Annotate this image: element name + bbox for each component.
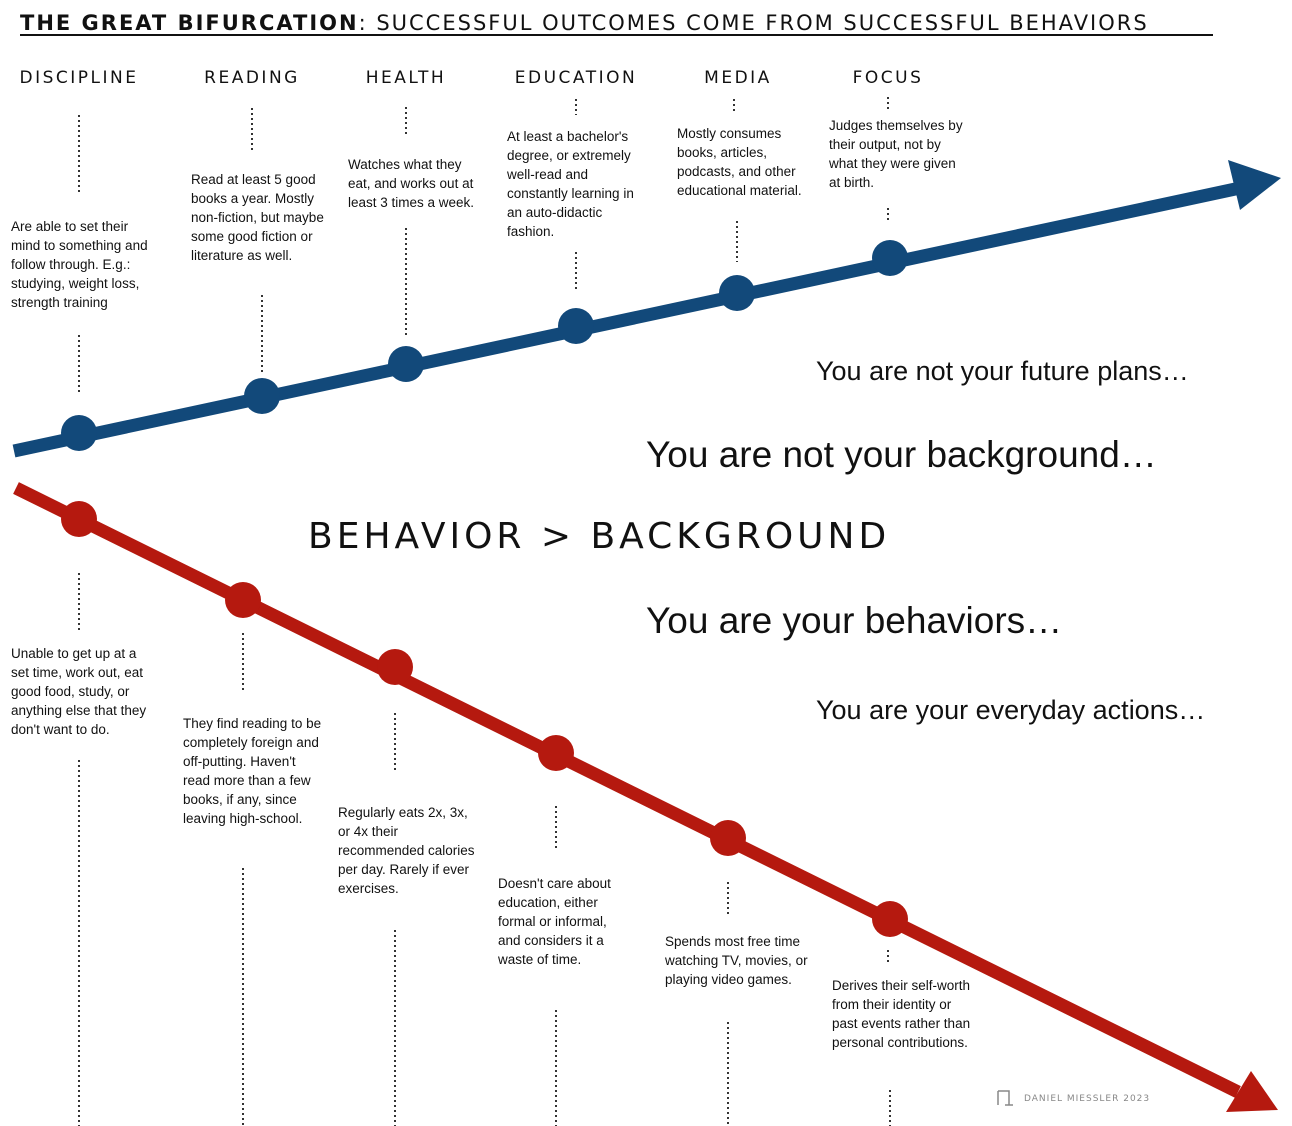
lower-nodes <box>61 501 908 937</box>
node-upper-focus <box>872 240 908 276</box>
page-title: THE GREAT BIFURCATION: SUCCESSFUL OUTCOM… <box>20 11 1149 35</box>
desc-upper-health: Watches what they eat, and works out at le… <box>348 157 474 210</box>
logo-icon <box>997 1090 1013 1106</box>
category-media: MEDIA <box>704 68 772 88</box>
phrase-behaviors: You are your behaviors… <box>646 600 1062 641</box>
node-upper-health <box>388 346 424 382</box>
node-lower-focus <box>872 901 908 937</box>
upper-nodes <box>61 240 908 451</box>
center-label: BEHAVIOR > BACKGROUND <box>308 516 890 557</box>
desc-lower-discipline: Unable to get up at a set time, work out,… <box>11 646 146 737</box>
category-education: EDUCATION <box>515 68 637 88</box>
node-upper-education <box>558 308 594 344</box>
desc-upper-focus: Judges themselves by their output, not by… <box>828 118 963 190</box>
desc-lower-media: Spends most free time watching TV, movies… <box>664 934 808 987</box>
desc-lower-focus: Derives their self-worth from their ident… <box>832 978 970 1050</box>
desc-upper-reading: Read at least 5 good books a year. Mostly… <box>191 172 324 263</box>
desc-upper-education: At least a bachelor's degree, or extremel… <box>506 129 634 239</box>
node-lower-discipline <box>61 501 97 537</box>
node-lower-health <box>377 649 413 685</box>
phrase-background: You are not your background… <box>646 434 1157 475</box>
phrase-future-plans: You are not your future plans… <box>816 356 1189 386</box>
lower-connectors <box>78 573 891 1126</box>
node-lower-education <box>538 735 574 771</box>
node-upper-media <box>719 275 755 311</box>
phrase-everyday-actions: You are your everyday actions… <box>816 695 1205 725</box>
category-focus: FOCUS <box>853 68 924 88</box>
node-upper-discipline <box>61 415 97 451</box>
title-rest: : SUCCESSFUL OUTCOMES COME FROM SUCCESSF… <box>359 11 1149 35</box>
desc-lower-education: Doesn't care about education, either forma… <box>497 876 611 967</box>
desc-lower-reading: They find reading to be completely foreig… <box>183 716 321 826</box>
lower-arrowhead <box>1226 1071 1278 1112</box>
upper-arrowhead <box>1228 160 1281 210</box>
title-bold: THE GREAT BIFURCATION <box>20 11 359 35</box>
node-lower-media <box>710 820 746 856</box>
node-upper-reading <box>244 378 280 414</box>
desc-upper-discipline: Are able to set their mind to something a… <box>11 219 148 310</box>
desc-lower-health: Regularly eats 2x, 3x, or 4x their recomme… <box>338 805 475 896</box>
category-reading: READING <box>204 68 300 88</box>
upper-connectors <box>78 97 889 395</box>
desc-upper-media: Mostly consumes books, articles, podcasts,… <box>677 126 802 198</box>
category-health: HEALTH <box>366 68 446 88</box>
node-lower-reading <box>225 582 261 618</box>
lower-trend-line <box>13 482 1241 1098</box>
credit-text: DANIEL MIESSLER 2023 <box>1024 1094 1150 1104</box>
category-discipline: DISCIPLINE <box>20 68 139 88</box>
credit: DANIEL MIESSLER 2023 <box>997 1090 1150 1106</box>
upper-trend-line <box>12 181 1242 458</box>
